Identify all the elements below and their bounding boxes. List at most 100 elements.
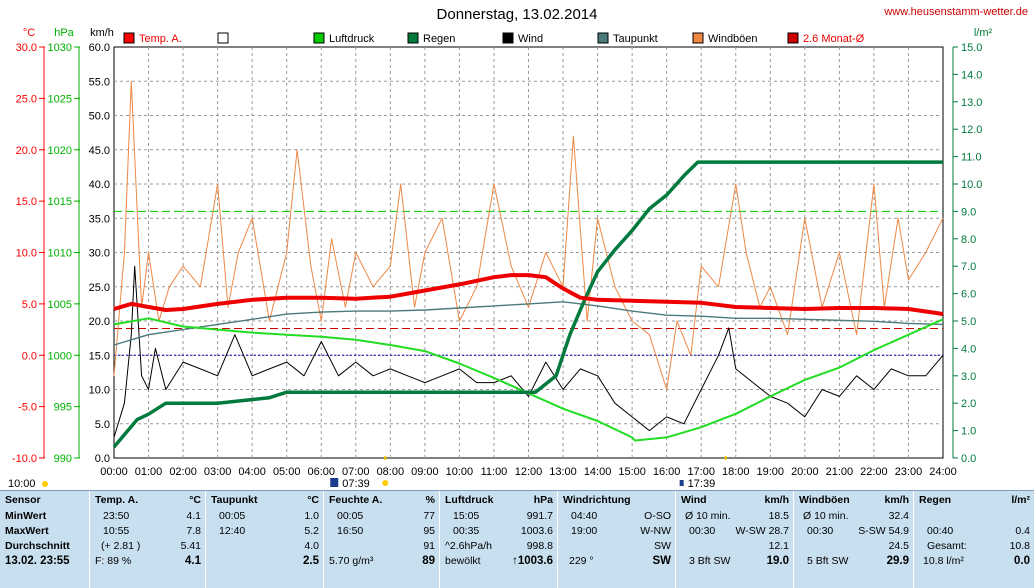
rain-tick-label: 14.0 [961, 69, 982, 81]
rain-tick-label: 7.0 [961, 261, 976, 273]
x-tick-label: 09:00 [411, 466, 439, 478]
rain-header: Regen [919, 494, 952, 506]
temp-avg: 5.41 [180, 540, 201, 552]
legend-swatch [123, 32, 135, 44]
sunrise-marker [330, 478, 339, 487]
wind-r2-left: 00:30 [689, 525, 716, 537]
gust-header: Windböen [799, 494, 850, 506]
rain-tick-label: 1.0 [961, 426, 976, 438]
wind-tick-label: 50.0 [89, 111, 110, 123]
hum-max-time: 16:50 [337, 525, 364, 537]
x-tick-label: 10:00 [446, 466, 474, 478]
winddir-degrees: 229 ° [569, 555, 594, 567]
series-wind [113, 265, 944, 438]
legend-swatch [502, 32, 514, 44]
temp-tick-label: -10.0 [12, 453, 37, 465]
rain-unit: l/m² [1011, 494, 1030, 506]
wind-tick-label: 0.0 [95, 453, 110, 465]
wind-unit-label: km/h [90, 27, 114, 39]
wind-tick-label: 35.0 [89, 213, 110, 225]
press-unit: hPa [533, 494, 553, 506]
winddir-r1-time: 04:40 [571, 510, 598, 522]
x-tick-label: 23:00 [895, 466, 923, 478]
legend-label: Temp. A. [139, 33, 182, 45]
wind-tick-label: 10.0 [89, 385, 110, 397]
wind-unit: km/h [764, 494, 789, 506]
x-tick-label: 14:00 [584, 466, 612, 478]
temp-avg-note: (+ 2.81 ) [101, 540, 141, 552]
rain-tick-label: 10.0 [961, 179, 982, 191]
winddir-r2-time: 19:00 [571, 525, 598, 537]
rain-r2: 0.4 [1015, 525, 1030, 537]
pressure-unit-label: hPa [54, 27, 74, 39]
rain-r2-left: 00:40 [927, 525, 954, 537]
wind-r2-dir: W-SW [735, 525, 766, 537]
temp-unit-label: °C [23, 27, 35, 39]
temp-unit: °C [189, 494, 201, 506]
gust-bft: 5 Bft SW [807, 555, 849, 567]
rain-tick-label: 0.0 [961, 453, 976, 465]
winddir-current: SW [652, 555, 671, 567]
rain-current: 0.0 [1014, 555, 1030, 567]
wind-tick-label: 45.0 [89, 145, 110, 157]
wind-tick-label: 60.0 [89, 42, 110, 54]
press-min: 991.7 [526, 510, 553, 522]
wind-tick-label: 40.0 [89, 179, 110, 191]
site-url[interactable]: www.heusenstamm-wetter.de [884, 6, 1028, 18]
legend-swatch [313, 32, 325, 44]
hum-max: 95 [423, 525, 435, 537]
dewpoint-column: Taupunkt °C 00:05 1.0 12:40 5.2 4.0 2.5 [206, 491, 324, 588]
sensor-header: Sensor [5, 494, 41, 506]
weather-chart: 00:00 01:00 02:00 03:00 04:00 05:00 06:00 07:00… [8, 27, 993, 490]
rain-tick-label: 5.0 [961, 316, 976, 328]
x-tick-label: 22:00 [860, 466, 888, 478]
wind-tick-label: 55.0 [89, 76, 110, 88]
press-header: Luftdruck [445, 494, 494, 506]
legend-label: Regen [423, 33, 455, 45]
wind-bft: 3 Bft SW [689, 555, 731, 567]
series-luftdruck [113, 317, 944, 442]
rain-unit-label: l/m² [974, 27, 993, 39]
x-tick-label: 04:00 [238, 466, 266, 478]
rain-total: 10.8 [1009, 540, 1030, 552]
sunset-marker [679, 480, 684, 486]
wind-tick-label: 30.0 [89, 248, 110, 260]
x-tick-label: 13:00 [549, 466, 577, 478]
dew-max-time: 12:40 [219, 525, 246, 537]
hum-current: 89 [422, 555, 435, 567]
temp-tick-label: 15.0 [16, 196, 37, 208]
pressure-column: Luftdruck hPa 15:05 991.7 00:35 1003.6 ^2.6… [440, 491, 558, 588]
dew-min-time: 00:05 [219, 510, 246, 522]
x-tick-label: 15:00 [618, 466, 646, 478]
sun-icon [382, 480, 389, 486]
press-max: 1003.6 [520, 525, 553, 537]
pressure-tick-label: 1020 [48, 145, 72, 157]
wind-column: Wind km/h Ø 10 min. 18.5 00:30 W-SW 28.7 12… [676, 491, 794, 588]
wind-r2: 28.7 [768, 525, 789, 537]
chart-title: Donnerstag, 13.02.2014 [436, 6, 598, 23]
rain-tick-label: 3.0 [961, 371, 976, 383]
wind-tick-label: 15.0 [89, 350, 110, 362]
average-label: Durchschnitt [5, 540, 70, 552]
legend-swatch [692, 32, 704, 44]
x-tick-label: 17:00 [687, 466, 715, 478]
x-tick-label: 00:00 [100, 466, 128, 478]
x-tick-label: 07:00 [342, 466, 370, 478]
start-sun-icon [42, 481, 48, 487]
temp-column: Temp. A. °C 23:50 4.1 10:55 7.8 (+ 2.81 ) 5.… [90, 491, 206, 588]
x-tick-label: 20:00 [791, 466, 819, 478]
pressure-tick-label: 1000 [48, 350, 72, 362]
temp-max-time: 10:55 [103, 525, 130, 537]
rain-tick-label: 4.0 [961, 343, 976, 355]
dew-current: 2.5 [303, 555, 319, 567]
dew-min: 1.0 [304, 510, 319, 522]
x-tick-label: 19:00 [757, 466, 785, 478]
legend-swatch [407, 32, 419, 44]
rain-tick-label: 6.0 [961, 289, 976, 301]
rain-tick-label: 15.0 [961, 42, 982, 54]
pressure-tick-label: 1005 [48, 299, 72, 311]
hum-foot-left: 5.70 g/m³ [329, 555, 374, 567]
x-tick-label: 06:00 [307, 466, 335, 478]
x-tick-label: 24:00 [929, 466, 957, 478]
temp-tick-label: 5.0 [22, 299, 37, 311]
